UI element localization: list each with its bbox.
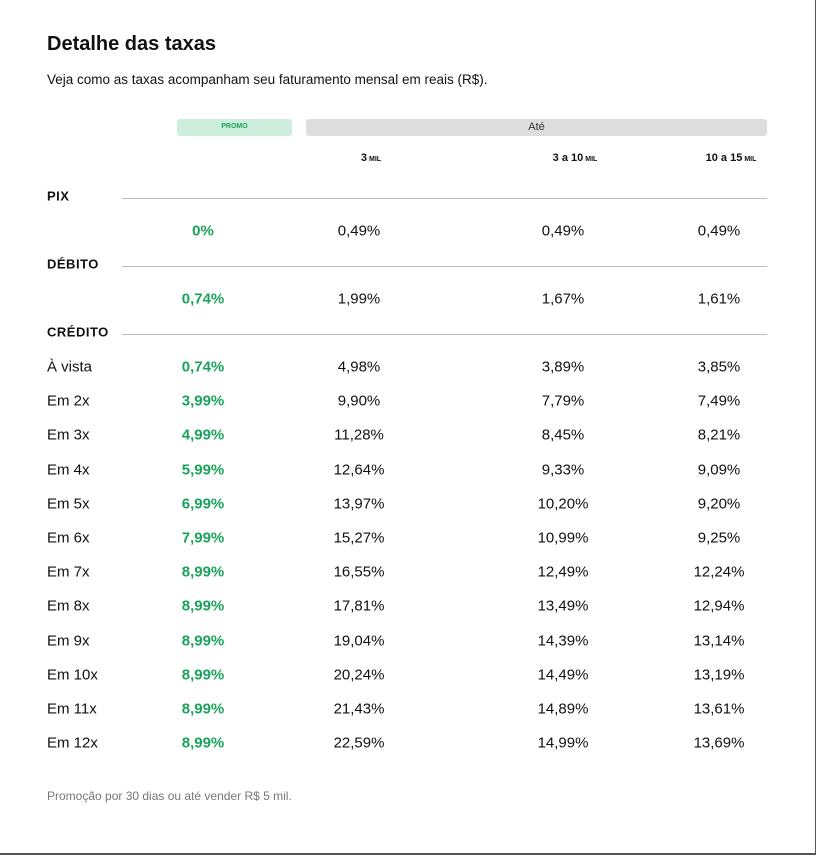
promo-rate: 5,99%	[181, 461, 225, 479]
column-header: 3 MIL	[361, 152, 381, 164]
row-label: Em 4x	[47, 461, 90, 479]
rate: 3,89%	[541, 358, 585, 376]
promo-rate: 8,99%	[181, 734, 225, 752]
rate: 0,49%	[541, 222, 585, 240]
rate: 10,20%	[537, 495, 589, 513]
promo-rate: 8,99%	[181, 666, 225, 684]
promo-badge: PROMO	[177, 119, 292, 136]
rate: 3,85%	[697, 358, 741, 376]
rate: 9,09%	[697, 461, 741, 479]
column-unit: MIL	[744, 156, 757, 163]
rate: 9,20%	[697, 495, 741, 513]
footnote: Promoção por 30 dias ou até vender R$ 5 …	[47, 789, 292, 803]
rate: 14,89%	[537, 700, 589, 718]
promo-rate: 8,99%	[181, 632, 225, 650]
promo-rate: 7,99%	[181, 529, 225, 547]
rate: 20,24%	[333, 666, 385, 684]
section-title: PIX	[47, 188, 70, 204]
rate: 22,59%	[333, 734, 385, 752]
section-title: DÉBITO	[47, 256, 99, 272]
rate: 9,25%	[697, 529, 741, 547]
row-label: Em 5x	[47, 495, 90, 513]
row-label: Em 7x	[47, 563, 90, 581]
rate: 12,49%	[537, 563, 589, 581]
rate: 21,43%	[333, 700, 385, 718]
rate: 4,98%	[337, 358, 381, 376]
divider	[122, 198, 767, 199]
rate: 0,49%	[337, 222, 381, 240]
column-value: 3 a 10	[552, 152, 584, 164]
rate: 0,49%	[697, 222, 741, 240]
row-label: Em 12x	[47, 734, 98, 752]
row-label: À vista	[47, 358, 93, 376]
rate: 1,99%	[337, 290, 381, 308]
column-value: 10 a 15	[705, 152, 743, 164]
column-header: 10 a 15 MIL	[706, 152, 757, 164]
promo-rate: 8,99%	[181, 700, 225, 718]
divider	[122, 334, 767, 335]
rate: 13,97%	[333, 495, 385, 513]
rate: 10,99%	[537, 529, 589, 547]
column-unit: MIL	[369, 156, 382, 163]
promo-rate: 3,99%	[181, 392, 225, 410]
subtitle: Veja como as taxas acompanham seu fatura…	[47, 72, 488, 87]
rate: 13,14%	[693, 632, 745, 650]
rate: 8,45%	[541, 426, 585, 444]
row-label: Em 8x	[47, 597, 90, 615]
row-label: Em 10x	[47, 666, 98, 684]
promo-rate: 0,74%	[181, 290, 225, 308]
row-label: Em 11x	[47, 700, 97, 718]
promo-rate: 8,99%	[181, 597, 225, 615]
rate: 1,61%	[697, 290, 741, 308]
promo-rate: 6,99%	[181, 495, 225, 513]
column-value: 3	[360, 152, 368, 164]
rate: 14,49%	[537, 666, 589, 684]
range-bar: Até	[306, 119, 767, 136]
title: Detalhe das taxas	[47, 33, 216, 55]
rate: 12,94%	[693, 597, 745, 615]
rate: 12,64%	[333, 461, 385, 479]
rate: 13,61%	[693, 700, 745, 718]
rate: 14,39%	[537, 632, 589, 650]
rate: 7,49%	[697, 392, 741, 410]
rate: 17,81%	[333, 597, 385, 615]
promo-rate: 4,99%	[181, 426, 225, 444]
divider	[122, 266, 767, 267]
rate: 8,21%	[697, 426, 741, 444]
rate: 11,28%	[334, 426, 384, 444]
row-label: Em 2x	[47, 392, 90, 410]
promo-rate: 0%	[192, 222, 214, 240]
promo-rate: 0,74%	[181, 358, 225, 376]
rate: 9,33%	[541, 461, 585, 479]
rate: 9,90%	[337, 392, 381, 410]
column-unit: MIL	[585, 156, 598, 163]
column-header: 3 a 10 MIL	[553, 152, 598, 164]
rate: 1,67%	[541, 290, 585, 308]
promo-rate: 8,99%	[181, 563, 225, 581]
rate: 13,49%	[537, 597, 589, 615]
rate: 15,27%	[333, 529, 385, 547]
rate: 13,19%	[693, 666, 745, 684]
rate: 7,79%	[541, 392, 585, 410]
rate: 19,04%	[333, 632, 385, 650]
rate: 13,69%	[693, 734, 745, 752]
row-label: Em 9x	[47, 632, 90, 650]
rate: 14,99%	[537, 734, 589, 752]
rate: 12,24%	[693, 563, 745, 581]
section-title: CRÉDITO	[47, 324, 109, 340]
row-label: Em 3x	[47, 426, 90, 444]
row-label: Em 6x	[47, 529, 90, 547]
rate: 16,55%	[333, 563, 385, 581]
